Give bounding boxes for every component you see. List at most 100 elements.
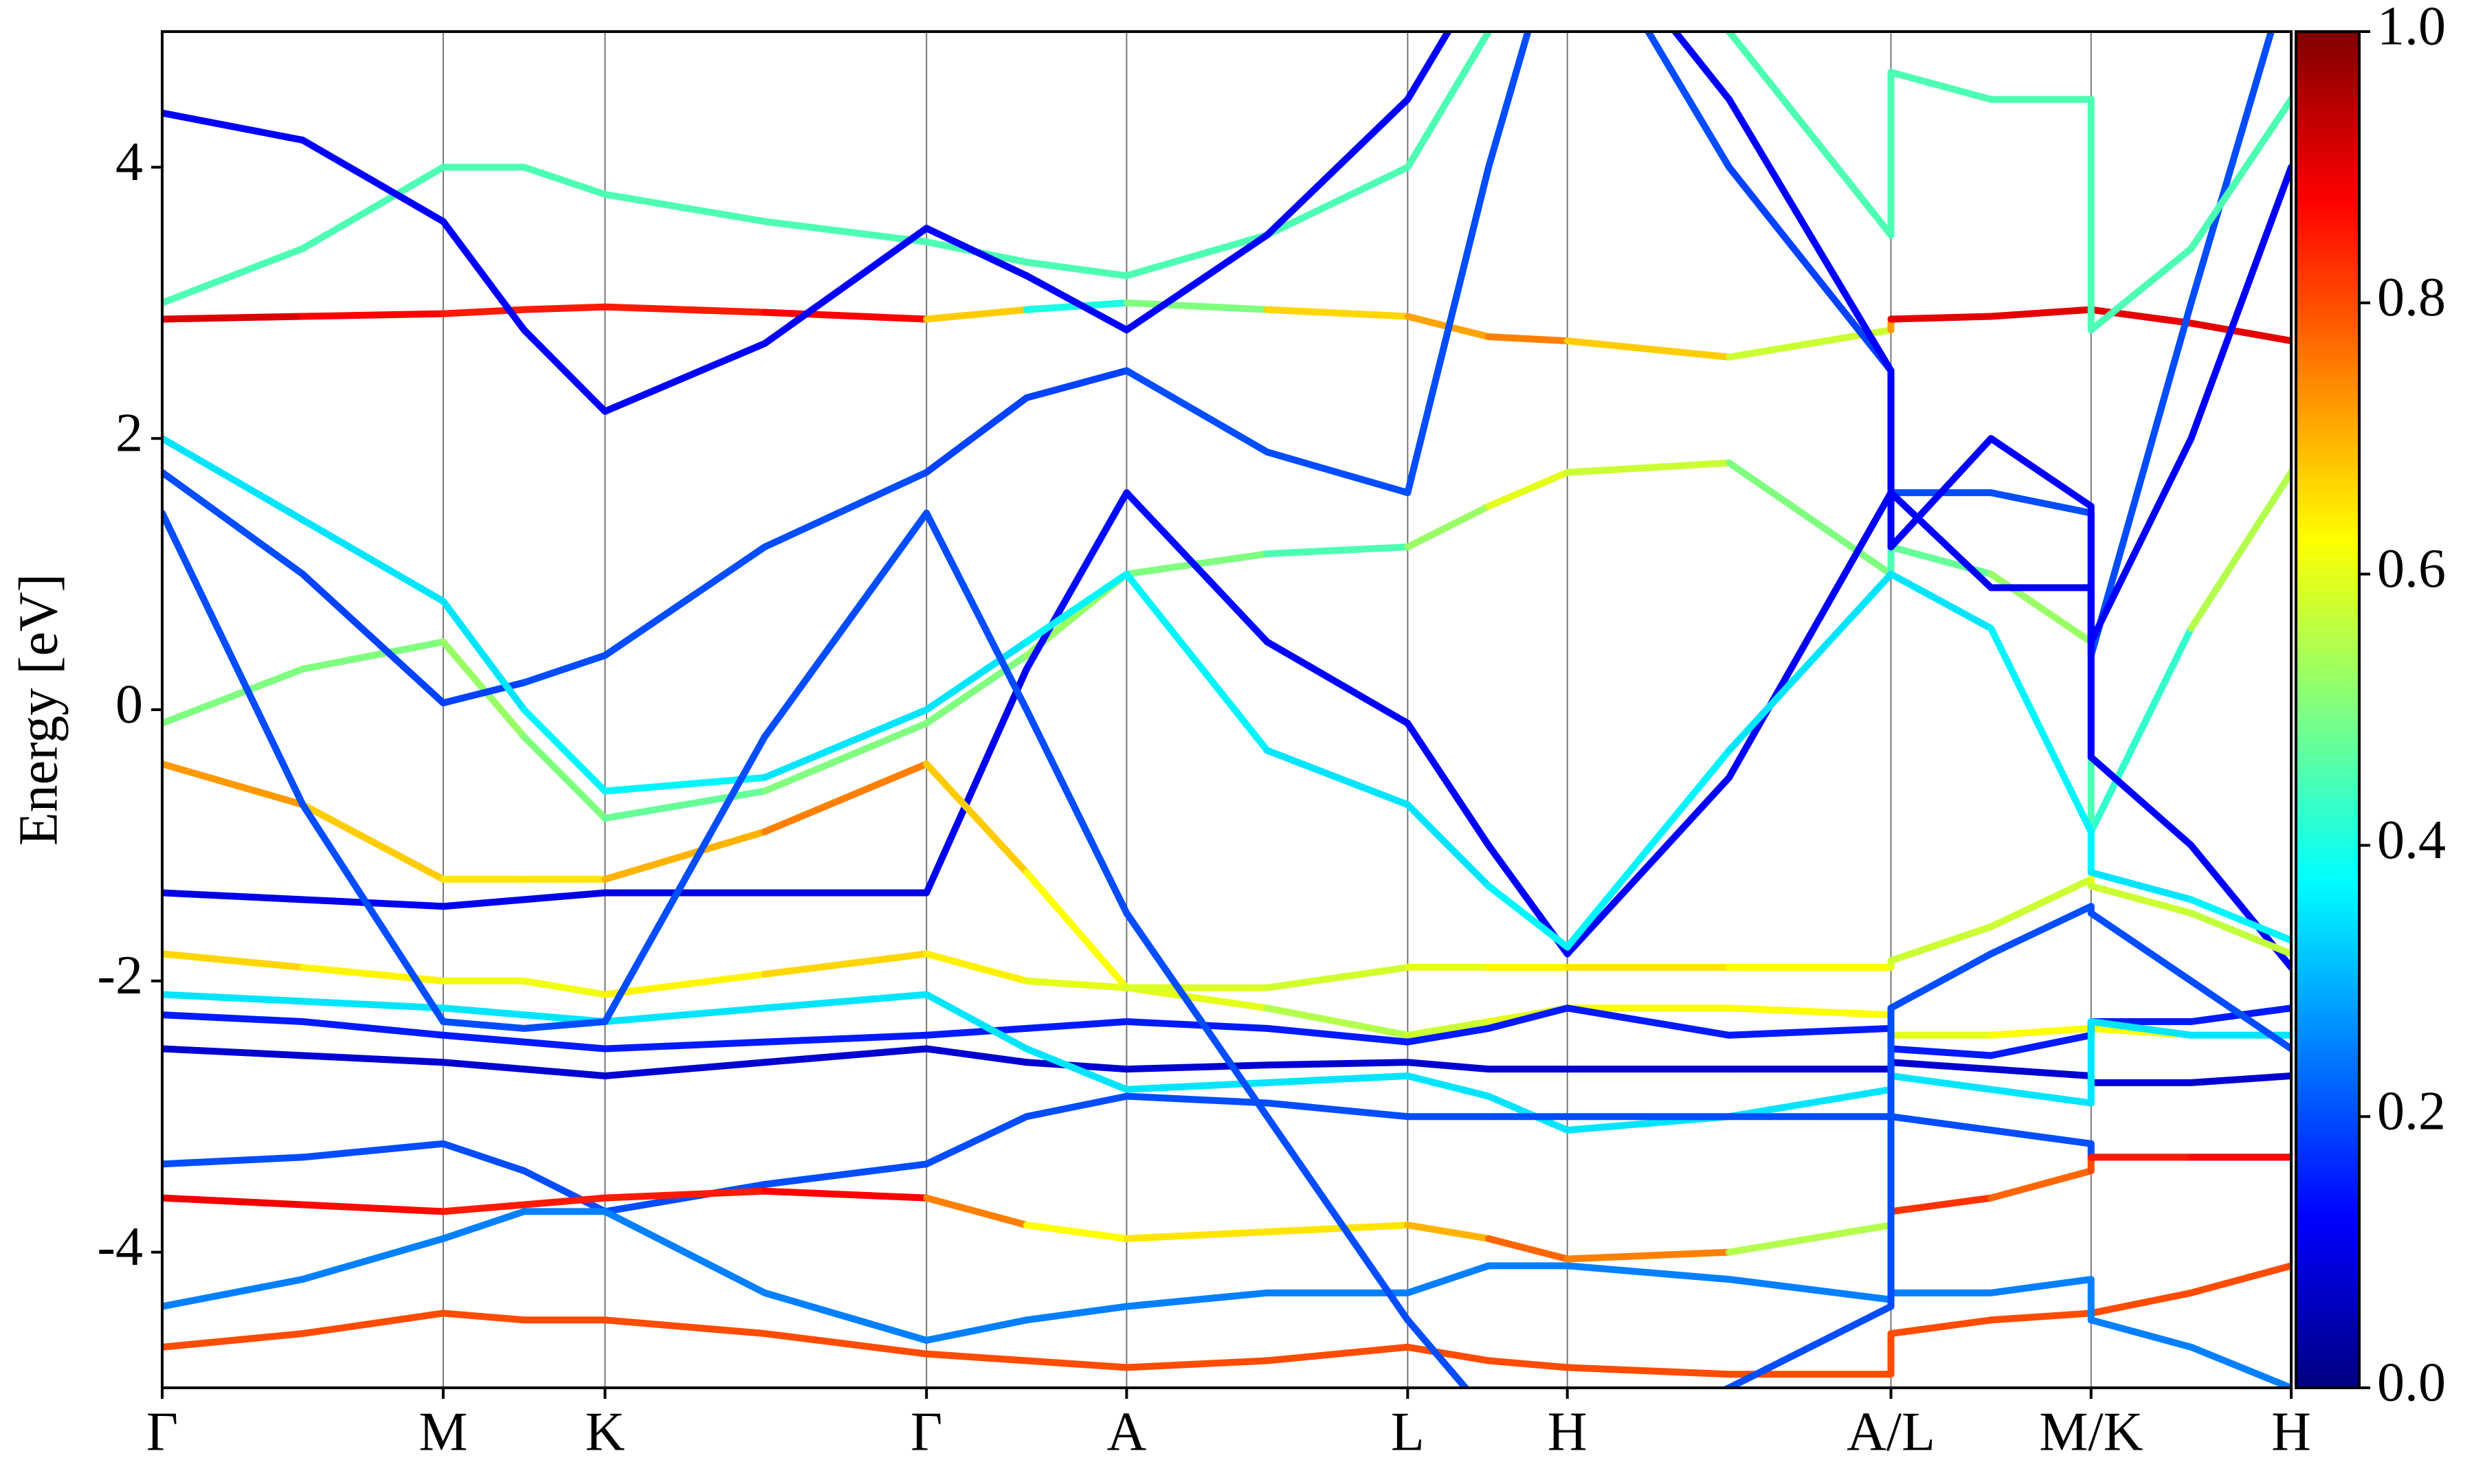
- x-tick-label: H: [1548, 1402, 1587, 1462]
- band-segment: [162, 665, 307, 727]
- band-segment: [1404, 1343, 1493, 1364]
- band-segment: [162, 509, 307, 809]
- band-segment: [162, 313, 307, 323]
- x-tick-label: A: [1107, 1402, 1147, 1462]
- band-segment: [162, 1330, 307, 1351]
- band-segment: [1123, 232, 1271, 280]
- band-segment: [1404, 801, 1493, 890]
- band-segment: [1023, 706, 1130, 917]
- band-segment: [2087, 1316, 2195, 1351]
- band-segment: [923, 760, 1030, 876]
- band-segment: [2087, 306, 2195, 327]
- band-segment: [520, 164, 609, 198]
- band-segment: [162, 1045, 307, 1059]
- band-segment: [1263, 1024, 1412, 1046]
- band-segment: [299, 136, 447, 225]
- band-segment: [1485, 469, 1571, 510]
- colorbar-tick-label: 0.6: [2377, 539, 2446, 599]
- band-segment: [923, 1350, 1030, 1364]
- band-segment: [1987, 875, 2095, 930]
- band-segment: [1887, 489, 1995, 592]
- band-segment: [520, 733, 609, 822]
- band-segment: [1404, 502, 1493, 551]
- band-segment: [1563, 747, 1733, 951]
- band-segment: [2087, 1289, 2195, 1317]
- band-segment: [761, 1187, 930, 1202]
- band-segment: [1887, 1194, 1995, 1215]
- band-segment: [761, 1031, 930, 1046]
- band-segment: [601, 1208, 768, 1296]
- band-segment: [761, 1160, 930, 1188]
- band-segment: [1726, 1024, 1895, 1039]
- band-segment: [1023, 258, 1130, 280]
- band-segment: [520, 303, 609, 313]
- y-tick-label: 0: [115, 674, 143, 734]
- band-segment: [1726, 1276, 1895, 1303]
- band-segment: [162, 950, 307, 971]
- band-segment: [2187, 896, 2291, 944]
- band-segment: [299, 570, 447, 707]
- band-segment: [1987, 903, 2095, 958]
- band-segment: [1023, 1357, 1130, 1371]
- band-segment: [299, 998, 447, 1012]
- band-segment: [601, 1187, 768, 1202]
- band-segment: [1887, 1045, 1995, 1059]
- band-segment: [761, 950, 930, 978]
- band-segment: [162, 435, 307, 524]
- band-segment: [162, 889, 307, 903]
- band-segment: [1563, 1364, 1733, 1378]
- band-segment: [1671, 32, 1733, 103]
- band-segment: [1123, 1228, 1271, 1242]
- band-segment: [1023, 367, 1130, 401]
- band-segment: [299, 638, 447, 673]
- band-segment: [923, 1194, 1030, 1229]
- band-segment: [1404, 1024, 1493, 1046]
- band-segment: [439, 896, 528, 910]
- band-segment: [761, 1045, 930, 1066]
- x-tick-label: Γ: [911, 1402, 942, 1462]
- band-segment: [1263, 1072, 1412, 1086]
- band-segment: [2187, 95, 2291, 252]
- band-segment: [2187, 1072, 2291, 1086]
- band-segment: [601, 303, 768, 316]
- plot-frame: [161, 30, 2293, 1389]
- band-segment: [299, 1052, 447, 1066]
- band-segment: [1563, 1248, 1733, 1263]
- band-segment: [299, 801, 447, 883]
- band-segment: [601, 733, 768, 1026]
- band-segment: [520, 977, 609, 998]
- band-segment: [439, 1140, 528, 1175]
- band-segment: [439, 1309, 528, 1324]
- band-segment: [1023, 1045, 1130, 1093]
- band-segment: [1987, 1126, 2095, 1147]
- band-segment: [1123, 1289, 1271, 1310]
- band-segment: [162, 1011, 307, 1026]
- x-tick-label: A/L: [1847, 1402, 1935, 1462]
- band-segment: [601, 340, 768, 415]
- band-segment: [520, 652, 609, 686]
- colorbar: [2295, 30, 2361, 1389]
- band-segment: [520, 706, 609, 795]
- band-segment: [923, 1316, 1030, 1344]
- band-segment: [1987, 1276, 2095, 1296]
- band-segment: [2087, 754, 2195, 849]
- band-segment: [1123, 299, 1271, 313]
- colorbar-tick-label: 0.8: [2377, 267, 2446, 328]
- band-segment: [299, 1235, 447, 1283]
- band-segment: [1563, 1004, 1733, 1039]
- band-segment: [1023, 272, 1130, 334]
- band-segment: [1887, 1059, 1995, 1073]
- band-segment: [1404, 164, 1493, 497]
- band-segment: [1404, 32, 1493, 171]
- x-tick-label: L: [1391, 1402, 1425, 1462]
- band-segment: [923, 950, 1030, 985]
- band-segment: [2187, 910, 2291, 958]
- band-segment: [923, 1024, 1030, 1039]
- band-segment: [299, 1201, 447, 1215]
- band-segment: [1263, 1099, 1412, 1121]
- band-segment: [439, 1059, 528, 1073]
- band-segment: [923, 652, 1030, 727]
- band-segment: [1263, 1004, 1412, 1039]
- band-segment: [1987, 1024, 2095, 1039]
- band-segment: [1987, 435, 2095, 510]
